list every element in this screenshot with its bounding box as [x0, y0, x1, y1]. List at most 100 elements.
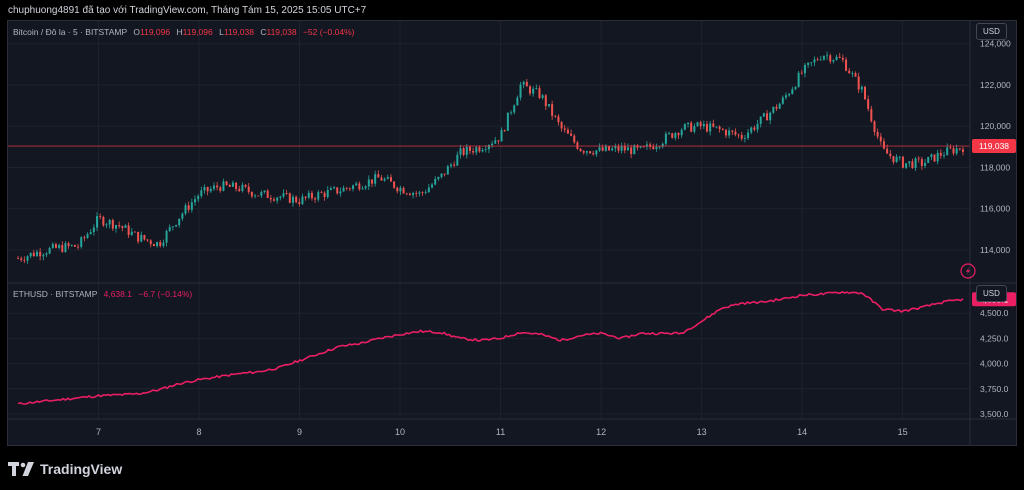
btc-candle — [453, 161, 456, 168]
btc-candle — [658, 145, 661, 150]
btc-candle — [127, 222, 130, 238]
btc-candle — [121, 225, 124, 232]
tradingview-wordmark[interactable]: TradingView — [40, 461, 123, 477]
btc-y-tick-0: 114,000 — [980, 245, 1010, 255]
btc-candle — [879, 133, 882, 145]
btc-candle — [70, 244, 73, 247]
btc-candle — [544, 94, 547, 110]
btc-candle — [497, 140, 500, 145]
btc-candle — [276, 196, 279, 204]
btc-candle — [791, 86, 794, 95]
btc-y-tick-4: 122,000 — [980, 80, 1011, 90]
btc-candle — [333, 185, 336, 190]
eth-symbol[interactable]: ETHUSD · BITSTAMP — [13, 289, 98, 299]
btc-candle — [683, 123, 686, 131]
btc-candle — [724, 128, 727, 139]
btc-candle — [882, 138, 885, 150]
btc-candle — [317, 190, 320, 202]
high-value: 119,096 — [182, 27, 213, 37]
btc-candle — [671, 132, 674, 139]
btc-candle — [279, 195, 282, 201]
btc-candle — [102, 215, 105, 227]
btc-candle — [813, 56, 816, 67]
btc-candle — [446, 164, 449, 175]
btc-candle — [715, 126, 718, 129]
btc-candle — [45, 251, 48, 258]
x-tick-7: 14 — [797, 427, 807, 437]
chart-frame[interactable]: 114,000 116,000 118,000 120,000 122,000 124,0… — [7, 20, 1017, 446]
btc-candle — [961, 146, 964, 156]
x-tick-8: 15 — [898, 427, 908, 437]
btc-candle — [506, 112, 509, 131]
tradingview-logo-icon[interactable] — [8, 461, 36, 477]
btc-candle — [352, 184, 355, 192]
close-value: 119,038 — [266, 27, 297, 37]
btc-candle — [209, 186, 212, 193]
btc-candle — [664, 131, 667, 146]
btc-candle — [920, 156, 923, 170]
btc-candle — [140, 231, 143, 243]
btc-candle — [898, 155, 901, 161]
btc-candle — [573, 133, 576, 144]
btc-candle — [712, 119, 715, 128]
btc-candle — [238, 185, 241, 193]
btc-candle — [194, 195, 197, 207]
chart-svg[interactable]: 114,000116,000118,000120,000122,000124,0… — [8, 21, 1017, 446]
btc-candle — [870, 105, 873, 123]
btc-candle — [927, 156, 930, 164]
btc-candle — [510, 110, 513, 116]
btc-candle — [788, 92, 791, 97]
btc-candle — [532, 86, 535, 97]
btc-candle — [759, 116, 762, 128]
btc-candle — [133, 231, 136, 233]
btc-candle — [702, 120, 705, 130]
btc-candle — [491, 140, 494, 148]
btc-candle — [89, 229, 92, 235]
btc-candle — [73, 244, 76, 247]
btc-candle — [611, 145, 614, 152]
btc-candle — [936, 149, 939, 165]
btc-candle — [408, 192, 411, 196]
btc-candle — [48, 246, 51, 255]
btc-candle — [513, 104, 516, 115]
btc-candle — [427, 183, 430, 193]
btc-candle — [822, 55, 825, 61]
lightning-icon[interactable] — [960, 263, 976, 279]
btc-candle — [80, 235, 83, 249]
eth-legend[interactable]: ETHUSD · BITSTAMP 4,638.1 −6.7 (−0.14%) — [13, 289, 192, 299]
btc-candles — [17, 51, 964, 264]
btc-candle — [750, 126, 753, 135]
btc-candle — [690, 121, 693, 133]
btc-candle — [434, 176, 437, 186]
x-tick-5: 12 — [596, 427, 606, 437]
btc-candle — [778, 102, 781, 109]
eth-change: −6.7 (−0.14%) — [138, 289, 193, 299]
btc-candle — [851, 71, 854, 78]
eth-y-tick-1: 3,750.0 — [980, 384, 1009, 394]
btc-candle — [958, 147, 961, 151]
btc-candle — [228, 183, 231, 187]
eth-currency-button[interactable]: USD — [976, 285, 1007, 302]
btc-candle — [917, 156, 920, 163]
btc-candle — [468, 145, 471, 155]
btc-candle — [895, 154, 898, 163]
btc-candle — [51, 242, 54, 249]
btc-candle — [380, 175, 383, 181]
btc-candle — [282, 189, 285, 199]
btc-candle — [329, 186, 332, 191]
btc-candle — [943, 151, 946, 159]
btc-candle — [914, 156, 917, 171]
btc-candle — [541, 93, 544, 100]
btc-candle — [459, 144, 462, 159]
btc-candle — [32, 249, 35, 257]
btc-candle — [908, 161, 911, 167]
btc-candle — [766, 110, 769, 121]
btc-candle — [405, 192, 408, 196]
btc-candle — [845, 57, 848, 72]
btc-symbol[interactable]: Bitcoin / Đô la · 5 · BITSTAMP — [13, 27, 127, 37]
btc-currency-button[interactable]: USD — [976, 23, 1007, 40]
btc-candle — [579, 148, 582, 152]
btc-legend[interactable]: Bitcoin / Đô la · 5 · BITSTAMP O119,096 … — [13, 27, 354, 37]
btc-candle — [23, 256, 26, 264]
btc-y-tick-3: 120,000 — [980, 121, 1011, 131]
